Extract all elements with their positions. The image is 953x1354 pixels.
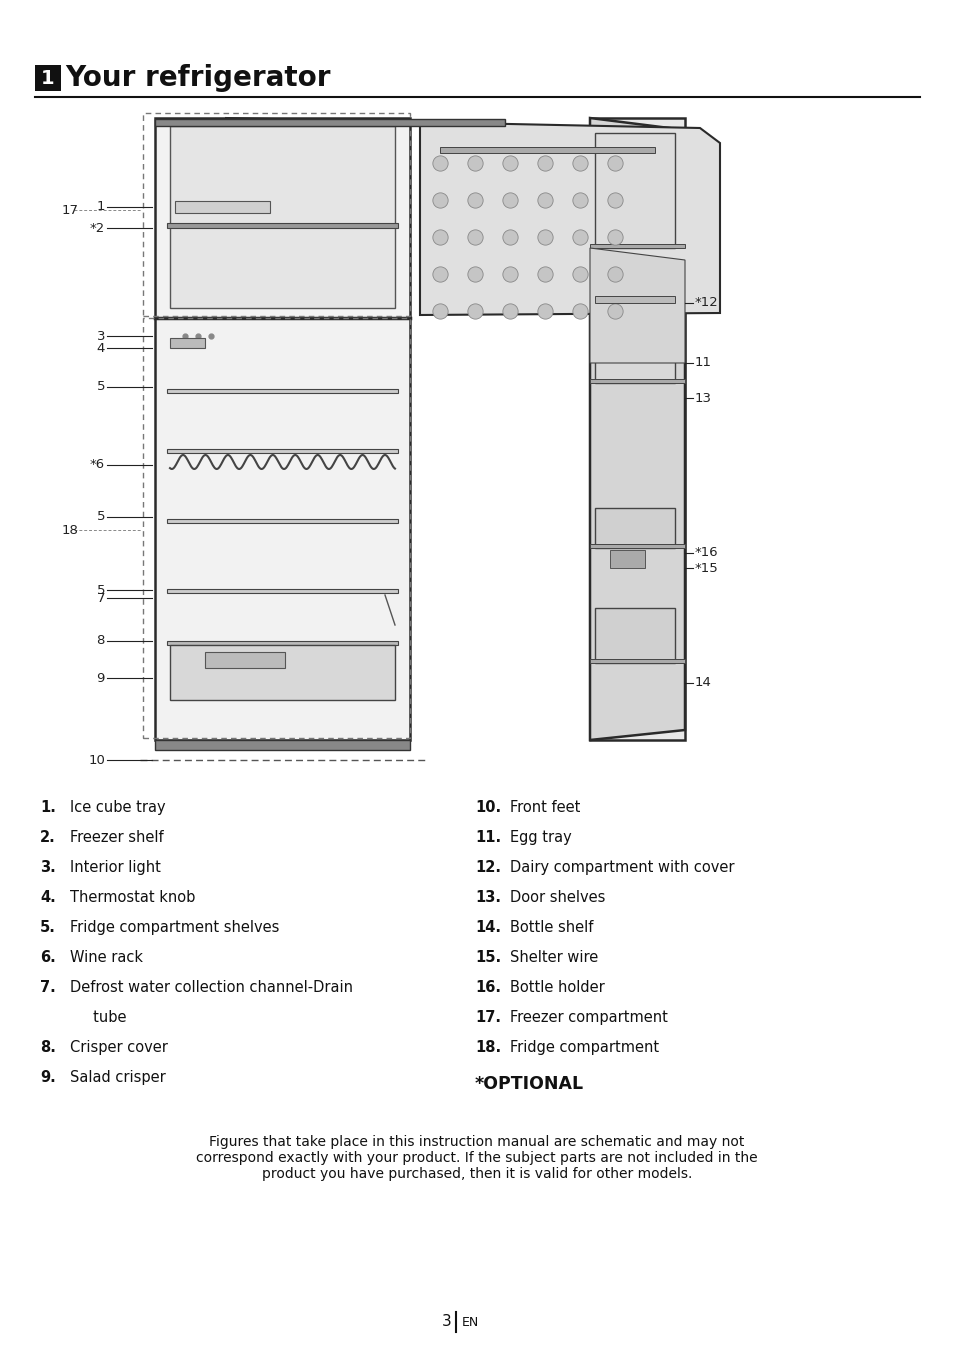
- Text: Fridge compartment: Fridge compartment: [510, 1040, 659, 1055]
- Text: 8.: 8.: [40, 1040, 56, 1055]
- Bar: [170, 126, 395, 307]
- Bar: [167, 389, 397, 393]
- Bar: [143, 112, 410, 315]
- Text: 7.: 7.: [40, 980, 55, 995]
- Bar: [595, 508, 675, 548]
- Text: 11.: 11.: [475, 830, 500, 845]
- Text: Your refrigerator: Your refrigerator: [65, 64, 330, 92]
- Bar: [154, 118, 410, 741]
- Bar: [589, 244, 684, 248]
- Text: *16: *16: [695, 547, 718, 559]
- Text: Dairy compartment with cover: Dairy compartment with cover: [510, 860, 734, 875]
- Bar: [167, 519, 397, 523]
- Bar: [439, 148, 655, 153]
- Text: 9: 9: [96, 672, 105, 685]
- Text: 18: 18: [62, 524, 79, 536]
- Bar: [589, 659, 684, 663]
- Text: 13: 13: [695, 391, 711, 405]
- Bar: [595, 297, 675, 303]
- Text: 14.: 14.: [475, 919, 500, 936]
- Text: 10: 10: [88, 753, 105, 766]
- Text: 16.: 16.: [475, 980, 500, 995]
- Text: 9.: 9.: [40, 1070, 55, 1085]
- Bar: [167, 223, 397, 227]
- Bar: [154, 119, 504, 126]
- Text: 17.: 17.: [475, 1010, 500, 1025]
- Text: EN: EN: [461, 1316, 478, 1328]
- Text: 15.: 15.: [475, 951, 500, 965]
- Text: 5: 5: [96, 510, 105, 524]
- Text: 18.: 18.: [475, 1040, 500, 1055]
- Text: 8: 8: [96, 635, 105, 647]
- Text: Salad crisper: Salad crisper: [70, 1070, 166, 1085]
- Text: Bottle holder: Bottle holder: [510, 980, 604, 995]
- Bar: [174, 200, 270, 213]
- Text: 5: 5: [96, 584, 105, 597]
- Text: 2.: 2.: [40, 830, 55, 845]
- Text: Freezer shelf: Freezer shelf: [70, 830, 164, 845]
- Polygon shape: [225, 118, 720, 315]
- Text: Wine rack: Wine rack: [70, 951, 143, 965]
- Text: 13.: 13.: [475, 890, 500, 904]
- Bar: [589, 544, 684, 548]
- Text: 11: 11: [695, 356, 711, 370]
- Bar: [609, 550, 644, 567]
- Text: 7: 7: [96, 592, 105, 604]
- Text: 14: 14: [695, 677, 711, 689]
- Text: 10.: 10.: [475, 800, 500, 815]
- Text: 4: 4: [96, 341, 105, 355]
- Text: Shelter wire: Shelter wire: [510, 951, 598, 965]
- Text: *6: *6: [90, 459, 105, 471]
- Text: Crisper cover: Crisper cover: [70, 1040, 168, 1055]
- Text: Fridge compartment shelves: Fridge compartment shelves: [70, 919, 279, 936]
- Text: Interior light: Interior light: [70, 860, 161, 875]
- Text: Ice cube tray: Ice cube tray: [70, 800, 166, 815]
- Text: 1: 1: [96, 200, 105, 214]
- Text: 3.: 3.: [40, 860, 55, 875]
- Text: 5.: 5.: [40, 919, 56, 936]
- Bar: [154, 741, 410, 750]
- Bar: [589, 379, 684, 383]
- Bar: [35, 65, 61, 91]
- Text: 4.: 4.: [40, 890, 55, 904]
- Text: 3: 3: [96, 329, 105, 343]
- Text: *OPTIONAL: *OPTIONAL: [475, 1075, 583, 1093]
- Bar: [595, 133, 675, 248]
- Polygon shape: [589, 248, 684, 363]
- Text: 1.: 1.: [40, 800, 56, 815]
- Bar: [595, 318, 675, 383]
- Text: *12: *12: [695, 297, 718, 310]
- Text: Figures that take place in this instruction manual are schematic and may not
cor: Figures that take place in this instruct…: [196, 1135, 757, 1182]
- Text: 3: 3: [442, 1315, 452, 1330]
- Text: *2: *2: [90, 222, 105, 234]
- Text: Front feet: Front feet: [510, 800, 579, 815]
- Bar: [205, 653, 285, 668]
- Text: 1: 1: [41, 69, 54, 88]
- Text: tube: tube: [70, 1010, 127, 1025]
- Polygon shape: [589, 118, 684, 741]
- Text: 5: 5: [96, 380, 105, 394]
- Bar: [167, 640, 397, 645]
- Text: Door shelves: Door shelves: [510, 890, 605, 904]
- Text: Freezer compartment: Freezer compartment: [510, 1010, 667, 1025]
- Text: 17: 17: [62, 203, 79, 217]
- Text: 12.: 12.: [475, 860, 500, 875]
- Bar: [595, 608, 675, 663]
- Bar: [143, 318, 410, 738]
- Text: Egg tray: Egg tray: [510, 830, 571, 845]
- Bar: [170, 338, 205, 348]
- Text: Defrost water collection channel-Drain: Defrost water collection channel-Drain: [70, 980, 353, 995]
- Bar: [589, 118, 684, 741]
- Bar: [170, 645, 395, 700]
- Bar: [167, 450, 397, 454]
- Text: Bottle shelf: Bottle shelf: [510, 919, 593, 936]
- Text: Thermostat knob: Thermostat knob: [70, 890, 195, 904]
- Text: *15: *15: [695, 562, 718, 574]
- Text: 6.: 6.: [40, 951, 55, 965]
- Bar: [167, 589, 397, 593]
